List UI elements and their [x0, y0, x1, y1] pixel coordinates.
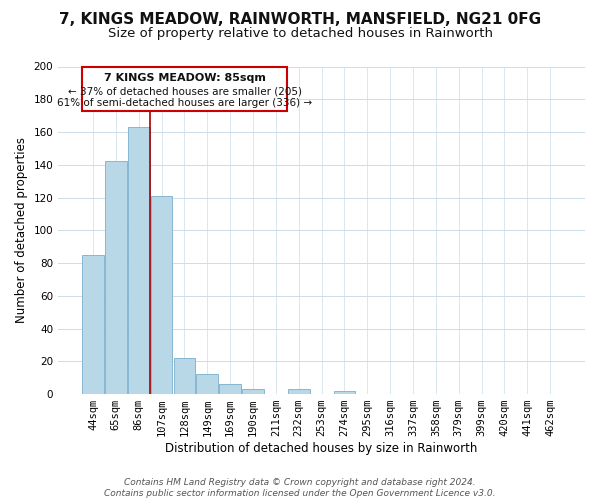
Text: Contains HM Land Registry data © Crown copyright and database right 2024.
Contai: Contains HM Land Registry data © Crown c… [104, 478, 496, 498]
Bar [105, 162, 127, 394]
FancyBboxPatch shape [82, 66, 287, 110]
Text: Size of property relative to detached houses in Rainworth: Size of property relative to detached ho… [107, 28, 493, 40]
Text: 7, KINGS MEADOW, RAINWORTH, MANSFIELD, NG21 0FG: 7, KINGS MEADOW, RAINWORTH, MANSFIELD, N… [59, 12, 541, 28]
Y-axis label: Number of detached properties: Number of detached properties [15, 138, 28, 324]
Text: 7 KINGS MEADOW: 85sqm: 7 KINGS MEADOW: 85sqm [104, 73, 266, 83]
Text: 61% of semi-detached houses are larger (336) →: 61% of semi-detached houses are larger (… [57, 98, 312, 108]
Bar [128, 127, 149, 394]
Bar [82, 255, 104, 394]
Bar [242, 389, 264, 394]
Bar [151, 196, 172, 394]
Bar [219, 384, 241, 394]
Bar [288, 389, 310, 394]
X-axis label: Distribution of detached houses by size in Rainworth: Distribution of detached houses by size … [166, 442, 478, 455]
Bar [334, 391, 355, 394]
Bar [196, 374, 218, 394]
Bar [173, 358, 195, 394]
Text: ← 37% of detached houses are smaller (205): ← 37% of detached houses are smaller (20… [68, 86, 302, 96]
